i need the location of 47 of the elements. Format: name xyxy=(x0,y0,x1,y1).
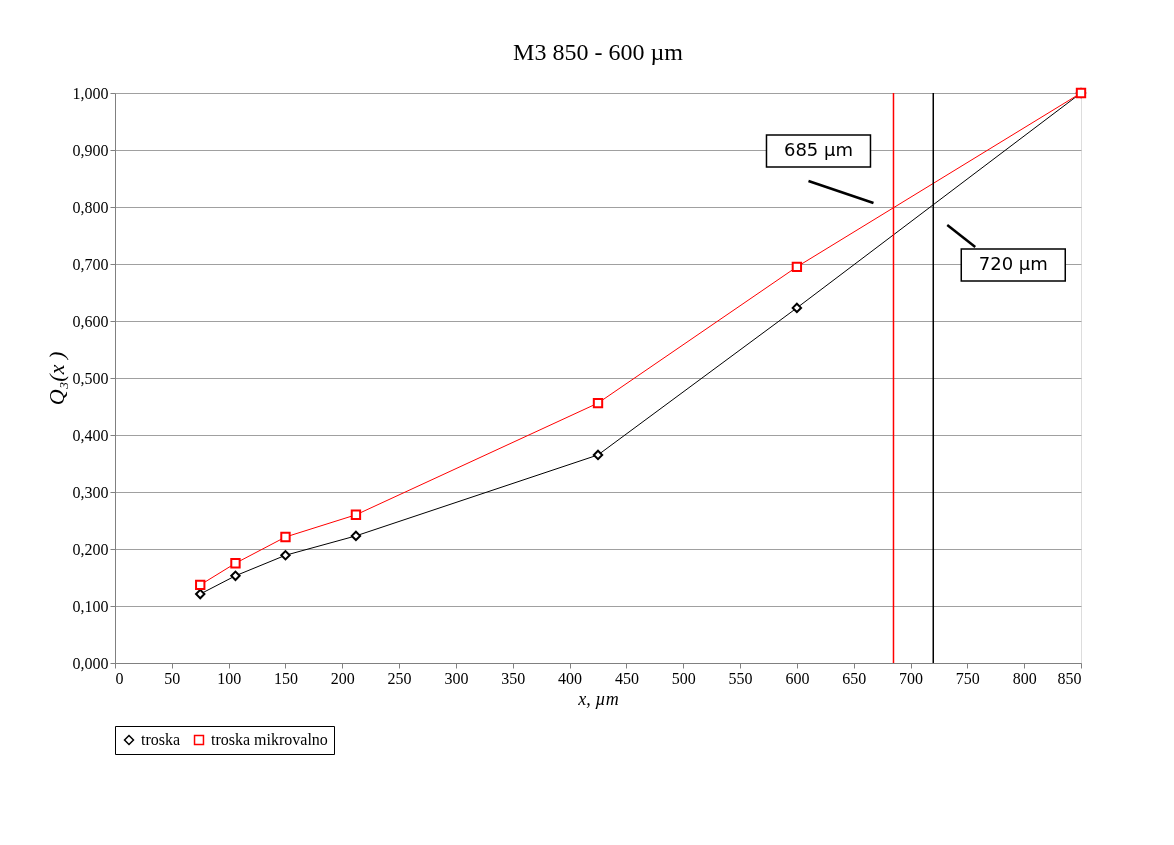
y-tick-label: 0,400 xyxy=(72,426,109,444)
ref-line-label: 685 µm xyxy=(783,139,854,160)
x-tick-label: 400 xyxy=(558,669,583,687)
x-tick-label: 100 xyxy=(217,669,242,687)
x-tick-label: 500 xyxy=(671,669,696,687)
y-tick-label: 0,500 xyxy=(72,369,109,387)
point xyxy=(592,449,604,461)
legend-label: troska xyxy=(141,731,181,748)
y-axis-title: Q₃(x ) xyxy=(43,351,69,406)
x-tick-label: 50 xyxy=(164,669,181,687)
point xyxy=(230,558,241,569)
y-tick-label: 0,100 xyxy=(72,597,109,615)
x-tick-label: 0 xyxy=(115,669,124,687)
x-tick-label: 600 xyxy=(785,669,810,687)
x-tick-label: 850 xyxy=(1057,669,1082,687)
y-tick-label: 0,600 xyxy=(72,312,109,330)
legend-label: troska mikrovalno xyxy=(211,731,328,748)
x-axis-title: x, µm xyxy=(577,688,619,709)
point xyxy=(230,570,241,581)
y-tick-label: 0,800 xyxy=(72,198,109,216)
x-tick-label: 300 xyxy=(444,669,469,687)
point xyxy=(195,579,206,591)
x-tick-label: 350 xyxy=(501,669,526,687)
point xyxy=(280,531,291,543)
x-tick-label: 650 xyxy=(842,669,867,687)
y-tick-label: 0,200 xyxy=(72,540,109,558)
x-tick-label: 700 xyxy=(899,669,924,687)
y-tick-label: 0,300 xyxy=(72,483,109,501)
y-tick-label: 1,000 xyxy=(72,84,109,102)
chart-title: M3 850 - 600 µm xyxy=(513,38,684,65)
x-tick-label: 750 xyxy=(955,669,980,687)
point xyxy=(791,261,803,273)
y-tick-label: 0,700 xyxy=(72,255,109,273)
point xyxy=(791,302,803,314)
point xyxy=(350,530,362,542)
x-tick-label: 800 xyxy=(1012,669,1037,687)
point xyxy=(280,550,291,561)
ref-line-label: 720 µm xyxy=(978,253,1048,274)
y-tick-label: 0,900 xyxy=(72,141,109,159)
x-tick-label: 200 xyxy=(330,669,355,687)
y-tick-label: 0,000 xyxy=(72,654,109,672)
x-tick-label: 550 xyxy=(728,669,753,687)
point xyxy=(592,397,604,409)
x-tick-label: 150 xyxy=(273,669,298,687)
x-tick-label: 450 xyxy=(614,669,639,687)
point xyxy=(350,509,362,520)
x-tick-label: 250 xyxy=(387,669,412,687)
